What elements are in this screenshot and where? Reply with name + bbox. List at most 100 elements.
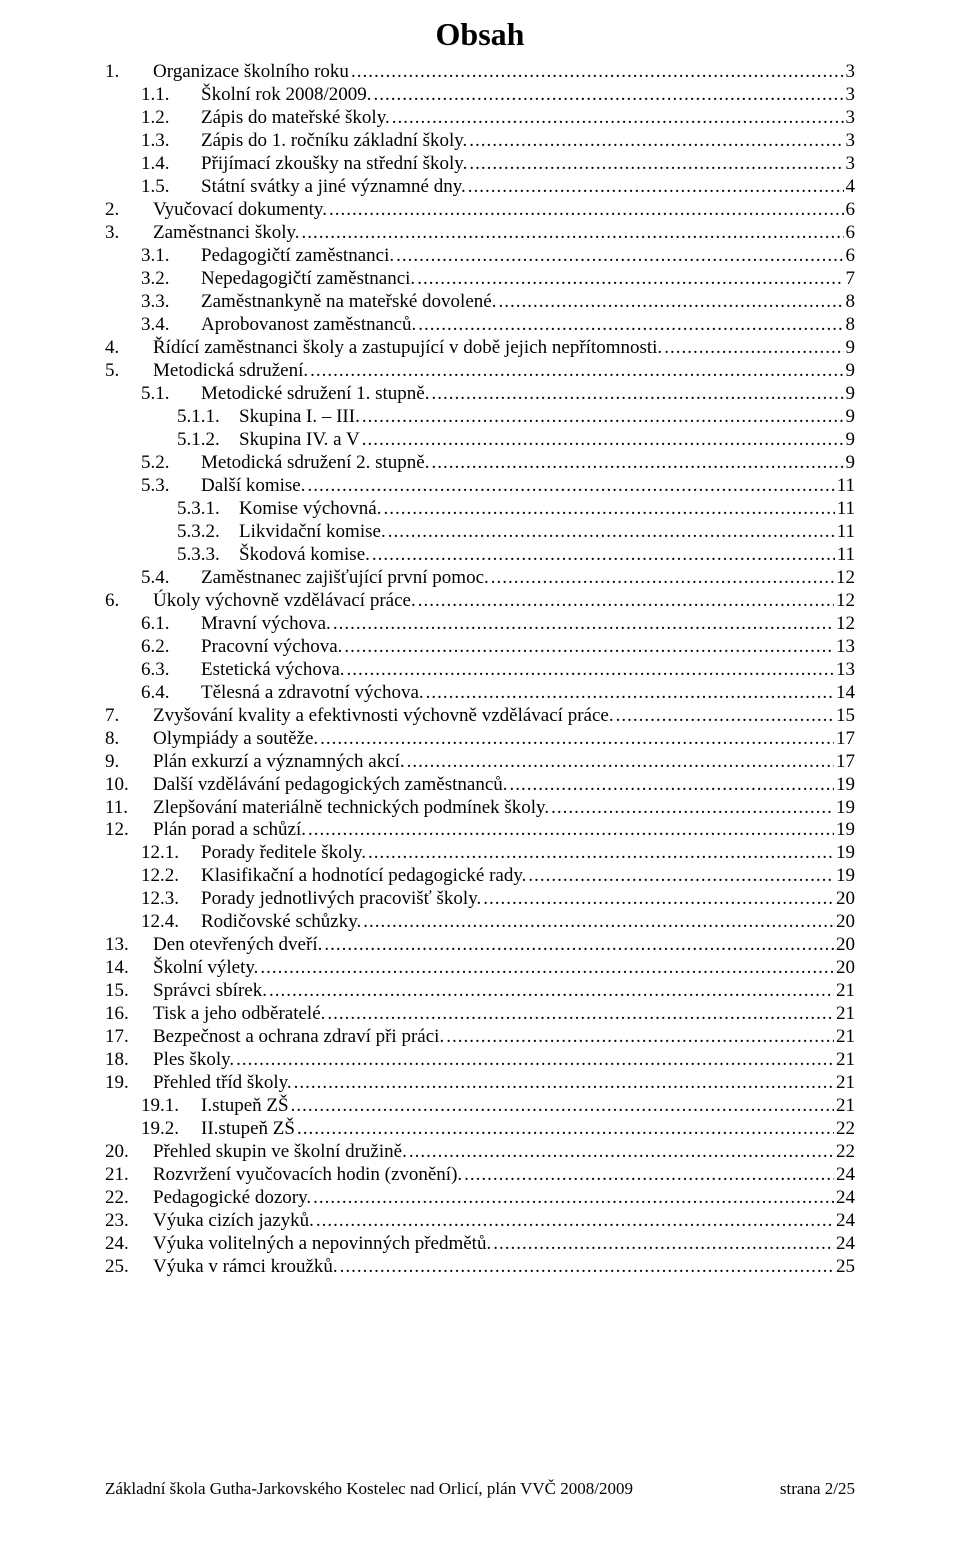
toc-page: 22: [836, 1141, 855, 1164]
toc-entry: 23.Výuka cizích jazyků. 24: [105, 1210, 855, 1233]
toc-page: 4: [846, 176, 856, 199]
toc-page: 24: [836, 1187, 855, 1210]
toc-entry: 12.2.Klasifikační a hodnotící pedagogick…: [105, 865, 855, 888]
toc-leader-dots: [493, 1233, 834, 1256]
toc-page: 7: [846, 268, 856, 291]
toc-entry: 19.1.I.stupeň ZŠ 21: [105, 1095, 855, 1118]
toc-page: 21: [836, 1026, 855, 1049]
toc-text: Zápis do 1. ročníku základní školy.: [201, 130, 467, 153]
toc-leader-dots: [236, 1049, 834, 1072]
toc-text: Bezpečnost a ochrana zdraví při práci.: [153, 1026, 444, 1049]
toc-entry: 5.4.Zaměstnanec zajišťující první pomoc.…: [105, 567, 855, 590]
toc-entry: 4.Řídící zaměstnanci školy a zastupující…: [105, 337, 855, 360]
toc-page: 12: [836, 613, 855, 636]
toc-entry: 6.3.Estetická výchova. 13: [105, 659, 855, 682]
toc-entry: 15.Správci sbírek. 21: [105, 980, 855, 1003]
toc-leader-dots: [269, 980, 834, 1003]
toc-page: 3: [846, 61, 856, 84]
toc-page: 12: [836, 567, 855, 590]
toc-page: 13: [836, 636, 855, 659]
toc-text: Plán exkurzí a významných akcí.: [153, 751, 405, 774]
toc-leader-dots: [316, 1210, 834, 1233]
toc-number: 3.4.: [105, 314, 201, 337]
toc-leader-dots: [431, 452, 843, 475]
toc-entry: 16.Tisk a jeho odběratelé. 21: [105, 1003, 855, 1026]
toc-page: 6: [846, 245, 856, 268]
toc-leader-dots: [446, 1026, 834, 1049]
toc-text: Rozvržení vyučovacích hodin (zvonění).: [153, 1164, 462, 1187]
toc-page: 11: [837, 521, 855, 544]
toc-number: 5.1.2.: [105, 429, 239, 452]
toc-text: Pedagogické dozory.: [153, 1187, 311, 1210]
toc-entry: 5.3.Další komise. 11: [105, 475, 855, 498]
toc-number: 5.3.1.: [105, 498, 239, 521]
toc-text: Výuka v rámci kroužků.: [153, 1256, 338, 1279]
toc-leader-dots: [431, 383, 843, 406]
toc-leader-dots: [426, 682, 834, 705]
toc-page: 11: [837, 498, 855, 521]
toc-entry: 5.1.Metodické sdružení 1. stupně. 9: [105, 383, 855, 406]
toc-leader-dots: [483, 888, 834, 911]
toc-number: 3.1.: [105, 245, 201, 268]
toc-leader-dots: [313, 1187, 834, 1210]
toc-text: Metodické sdružení 1. stupně.: [201, 383, 429, 406]
toc-leader-dots: [469, 153, 843, 176]
toc-number: 7.: [105, 705, 153, 728]
toc-number: 16.: [105, 1003, 153, 1026]
toc-leader-dots: [491, 567, 834, 590]
toc-page: 15: [836, 705, 855, 728]
toc-entry: 3.2.Nepedagogičtí zaměstnanci. 7: [105, 268, 855, 291]
toc-number: 12.4.: [105, 911, 201, 934]
toc-number: 5.3.2.: [105, 521, 239, 544]
toc-text: Úkoly výchovně vzdělávací práce.: [153, 590, 416, 613]
toc-number: 17.: [105, 1026, 153, 1049]
footer-right: strana 2/25: [780, 1479, 855, 1499]
toc-number: 10.: [105, 774, 153, 797]
toc-page: 9: [846, 337, 856, 360]
toc-entry: 12.4.Rodičovské schůzky. 20: [105, 911, 855, 934]
toc-number: 5.1.1.: [105, 406, 239, 429]
toc-text: Pracovní výchova.: [201, 636, 342, 659]
toc-entry: 6.1.Mravní výchova. 12: [105, 613, 855, 636]
toc-page: 19: [836, 774, 855, 797]
toc-number: 12.2.: [105, 865, 201, 888]
toc-page: 22: [836, 1118, 855, 1141]
toc-page: 17: [836, 751, 855, 774]
toc-text: Zaměstnanec zajišťující první pomoc.: [201, 567, 489, 590]
toc-text: Mravní výchova.: [201, 613, 331, 636]
toc-entry: 5.3.1.Komise výchovná. 11: [105, 498, 855, 521]
toc-page: 3: [846, 153, 856, 176]
toc-number: 12.1.: [105, 842, 201, 865]
toc-entry: 3.3.Zaměstnankyně na mateřské dovolené. …: [105, 291, 855, 314]
toc-page: 19: [836, 797, 855, 820]
toc-number: 19.2.: [105, 1118, 201, 1141]
toc-number: 1.3.: [105, 130, 201, 153]
toc-text: Přijímací zkoušky na střední školy.: [201, 153, 467, 176]
toc-number: 24.: [105, 1233, 153, 1256]
toc-leader-dots: [664, 337, 843, 360]
toc-number: 20.: [105, 1141, 153, 1164]
toc-text: Den otevřených dveří.: [153, 934, 322, 957]
page-title: Obsah: [105, 16, 855, 53]
toc-leader-dots: [324, 934, 834, 957]
toc-text: Skupina I. – III.: [239, 406, 360, 429]
toc-page: 8: [846, 314, 856, 337]
toc-entry: 24.Výuka volitelných a nepovinných předm…: [105, 1233, 855, 1256]
toc-number: 6.3.: [105, 659, 201, 682]
toc-page: 3: [846, 84, 856, 107]
toc-entry: 12.Plán porad a schůzí. 19: [105, 819, 855, 842]
toc-text: Komise výchovná.: [239, 498, 381, 521]
toc-leader-dots: [551, 797, 834, 820]
toc-number: 12.: [105, 819, 153, 842]
toc-number: 13.: [105, 934, 153, 957]
toc-text: II.stupeň ZŠ: [201, 1118, 295, 1141]
toc-leader-dots: [468, 176, 844, 199]
toc-page: 6: [846, 222, 856, 245]
toc-page: 21: [836, 980, 855, 1003]
footer-left: Základní škola Gutha-Jarkovského Kostele…: [105, 1479, 633, 1499]
toc-entry: 12.3.Porady jednotlivých pracovišť školy…: [105, 888, 855, 911]
toc-leader-dots: [329, 199, 844, 222]
toc-leader-dots: [396, 245, 843, 268]
toc-number: 5.: [105, 360, 153, 383]
toc-page: 9: [846, 360, 856, 383]
